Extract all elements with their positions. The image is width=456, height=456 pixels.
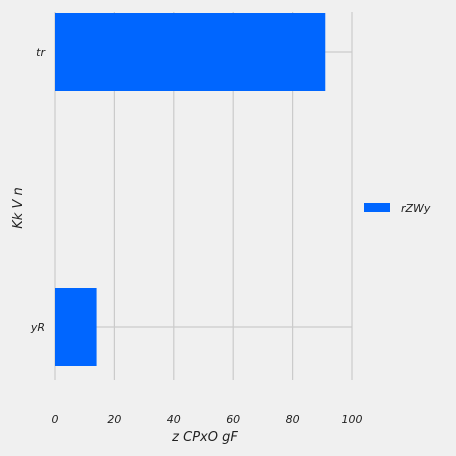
y-tick-labels: yR tr (30, 46, 47, 334)
x-tick-label: 80 (286, 413, 300, 426)
x-axis-title: z CPxO gF (171, 430, 238, 445)
bar-layer (55, 13, 325, 366)
x-tick-labels: 0 20 40 60 80 100 (52, 413, 363, 426)
x-tick-label: 100 (342, 413, 363, 426)
y-tick-label: yR (30, 321, 45, 334)
x-tick-label: 20 (107, 413, 121, 426)
x-tick-label: 60 (226, 413, 240, 426)
y-axis-title: Kk V n (11, 187, 26, 228)
x-tick-label: 40 (167, 413, 181, 426)
legend: rZWy (364, 202, 431, 215)
bar (55, 288, 97, 366)
x-tick-label: 0 (52, 413, 59, 426)
legend-swatch (364, 203, 390, 212)
bar (55, 13, 325, 91)
legend-label: rZWy (401, 202, 431, 215)
y-tick-label: tr (36, 46, 46, 59)
